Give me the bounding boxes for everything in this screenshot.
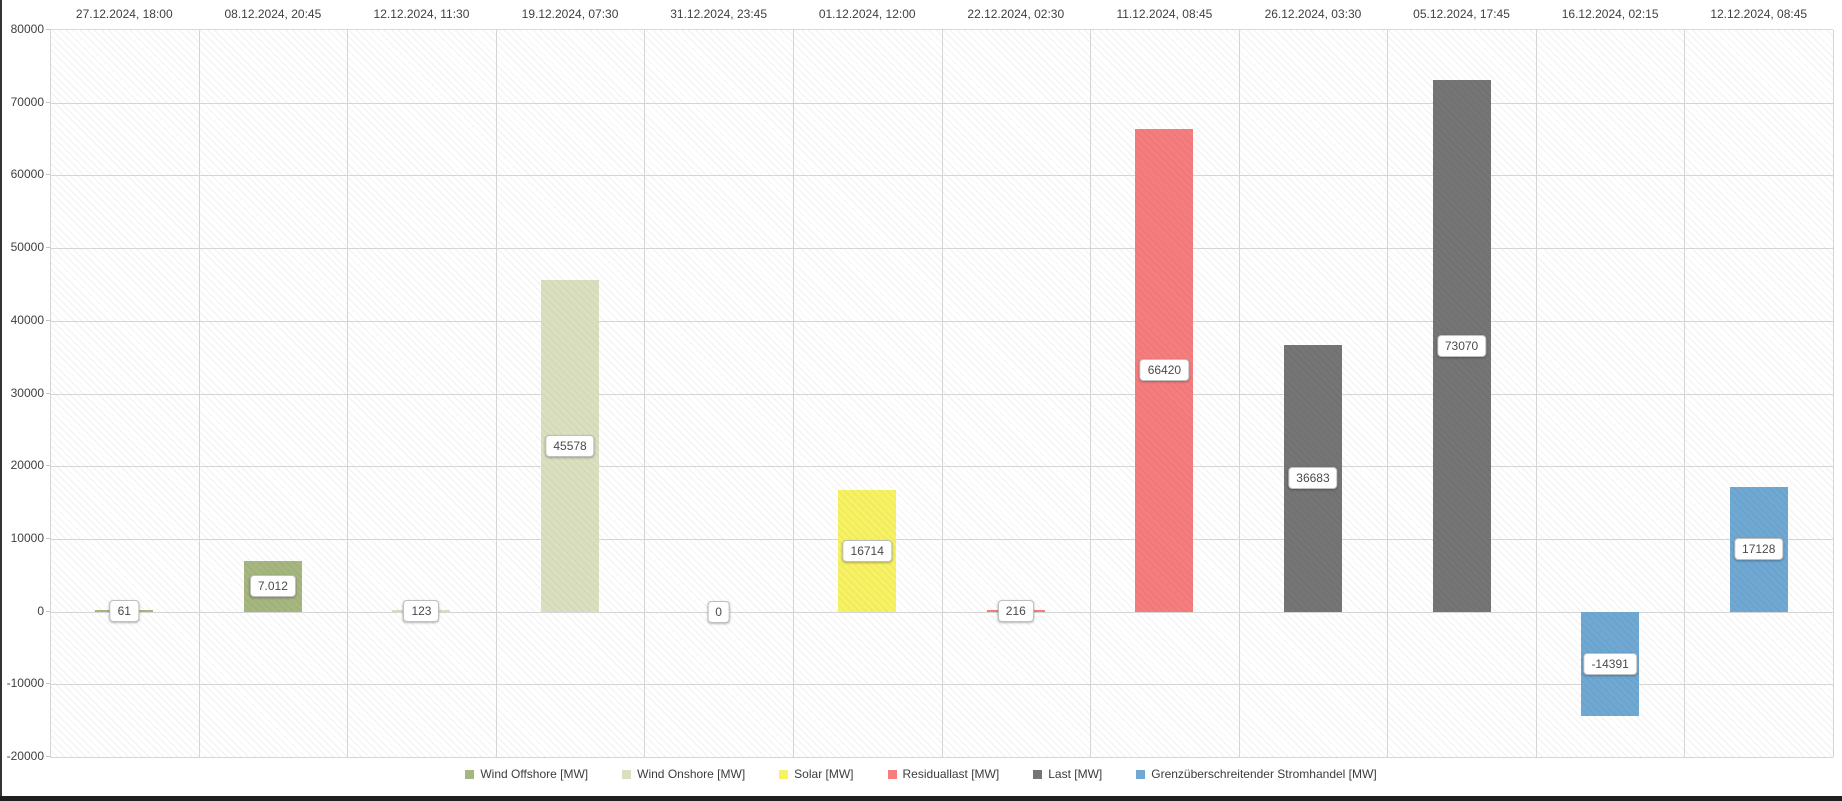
legend-label: Solar [MW] bbox=[794, 767, 854, 781]
h-gridline bbox=[50, 684, 1833, 686]
y-axis-tick-label: 20000 bbox=[10, 458, 44, 473]
legend-item[interactable]: Wind Offshore [MW] bbox=[465, 767, 588, 781]
bar-value-label: 123 bbox=[403, 600, 440, 623]
legend-swatch-icon bbox=[887, 769, 897, 779]
v-gridline bbox=[347, 30, 348, 757]
v-gridline bbox=[793, 30, 794, 757]
x-axis-label: 19.12.2024, 07:30 bbox=[521, 7, 619, 21]
v-gridline bbox=[1684, 30, 1685, 757]
v-gridline bbox=[1090, 30, 1091, 757]
y-axis-tick-label: 30000 bbox=[10, 385, 44, 400]
v-gridline bbox=[1239, 30, 1240, 757]
x-axis-label: 12.12.2024, 08:45 bbox=[1710, 7, 1808, 21]
bar-value-label: -14391 bbox=[1583, 652, 1637, 675]
legend-item[interactable]: Solar [MW] bbox=[779, 767, 854, 781]
bar-value-label: 7.012 bbox=[249, 575, 296, 598]
y-tick-mark bbox=[46, 756, 50, 757]
legend-label: Grenzüberschreitender Stromhandel [MW] bbox=[1151, 767, 1377, 781]
v-gridline bbox=[50, 30, 51, 757]
legend-swatch-icon bbox=[465, 769, 475, 779]
y-axis-tick-label: 80000 bbox=[10, 22, 44, 36]
h-gridline bbox=[50, 393, 1833, 395]
y-tick-mark bbox=[46, 610, 50, 612]
bar-value-label: 45578 bbox=[545, 434, 595, 457]
legend-label: Wind Offshore [MW] bbox=[480, 767, 589, 781]
legend: Wind Offshore [MW] Wind Onshore [MW] Solar… bbox=[0, 761, 1842, 787]
v-gridline bbox=[1387, 30, 1388, 757]
x-axis-label: 16.12.2024, 02:15 bbox=[1561, 7, 1659, 21]
bar-value-label: 61 bbox=[109, 600, 139, 623]
y-tick-mark bbox=[46, 392, 50, 394]
x-axis-label: 31.12.2024, 23:45 bbox=[670, 7, 768, 21]
y-tick-mark bbox=[46, 174, 50, 176]
legend-item[interactable]: Wind Onshore [MW] bbox=[622, 767, 745, 781]
legend-swatch-icon bbox=[622, 769, 632, 779]
legend-swatch-icon bbox=[779, 769, 789, 779]
y-tick-mark bbox=[46, 465, 50, 467]
legend-label: Residuallast [MW] bbox=[902, 767, 1000, 781]
y-tick-mark bbox=[46, 683, 50, 685]
x-axis-label: 01.12.2024, 12:00 bbox=[818, 7, 916, 21]
x-axis-label: 05.12.2024, 17:45 bbox=[1413, 7, 1510, 21]
y-axis-tick-label: 50000 bbox=[10, 240, 44, 255]
x-axis-label: 26.12.2024, 03:30 bbox=[1264, 7, 1362, 21]
bar-value-label: 17128 bbox=[1734, 538, 1784, 561]
h-gridline bbox=[50, 320, 1833, 322]
h-gridline bbox=[50, 538, 1833, 540]
window-bottom-edge bbox=[0, 796, 1842, 801]
bar-value-label: 0 bbox=[707, 600, 730, 623]
bar-value-label: 16714 bbox=[842, 539, 892, 562]
legend-label: Wind Onshore [MW] bbox=[637, 767, 746, 781]
x-axis-label: 08.12.2024, 20:45 bbox=[224, 7, 322, 21]
y-axis-tick-label: 60000 bbox=[10, 167, 44, 182]
y-axis-tick-label: 40000 bbox=[10, 312, 44, 327]
v-gridline bbox=[496, 30, 497, 757]
x-axis-label: 12.12.2024, 11:30 bbox=[373, 7, 470, 21]
x-axis-label: 27.12.2024, 18:00 bbox=[75, 7, 173, 21]
bar-value-label: 73070 bbox=[1436, 334, 1487, 357]
x-axis-label: 11.12.2024, 08:45 bbox=[1116, 7, 1213, 21]
h-gridline bbox=[50, 757, 1833, 758]
y-axis-tick-label: -10000 bbox=[6, 676, 44, 691]
v-gridline bbox=[644, 30, 645, 757]
window-left-edge bbox=[0, 0, 2, 801]
y-tick-mark bbox=[46, 247, 50, 249]
bar-value-label: 216 bbox=[997, 599, 1034, 622]
legend-item[interactable]: Last [MW] bbox=[1033, 767, 1102, 781]
legend-swatch-icon bbox=[1136, 769, 1146, 779]
y-axis-tick-label: -20000 bbox=[6, 749, 44, 763]
h-gridline bbox=[50, 248, 1833, 250]
bar-value-label: 36683 bbox=[1288, 467, 1338, 490]
plot-area: 61 7.012 123 45578 0 16714 216 66420 36683 73070 -… bbox=[50, 29, 1834, 758]
v-gridline bbox=[199, 30, 200, 757]
y-tick-mark bbox=[46, 537, 50, 539]
y-axis-tick-label: 0 bbox=[37, 603, 44, 618]
x-axis-label: 22.12.2024, 02:30 bbox=[967, 7, 1065, 21]
bar-value-label: 66420 bbox=[1139, 359, 1190, 382]
legend-item[interactable]: Grenzüberschreitender Stromhandel [MW] bbox=[1136, 767, 1377, 781]
v-gridline bbox=[1536, 30, 1537, 757]
h-gridline bbox=[50, 466, 1833, 468]
legend-item[interactable]: Residuallast [MW] bbox=[887, 767, 1000, 781]
v-gridline bbox=[942, 30, 943, 757]
y-axis-tick-label: 70000 bbox=[10, 94, 44, 109]
y-tick-mark bbox=[46, 101, 50, 103]
y-tick-mark bbox=[46, 29, 50, 30]
legend-label: Last [MW] bbox=[1048, 767, 1103, 781]
legend-swatch-icon bbox=[1033, 769, 1043, 779]
y-axis-tick-label: 10000 bbox=[10, 530, 44, 545]
h-gridline bbox=[50, 611, 1833, 613]
h-gridline bbox=[50, 175, 1833, 177]
h-gridline bbox=[50, 102, 1833, 104]
y-tick-mark bbox=[46, 319, 50, 321]
v-gridline bbox=[1833, 30, 1834, 757]
